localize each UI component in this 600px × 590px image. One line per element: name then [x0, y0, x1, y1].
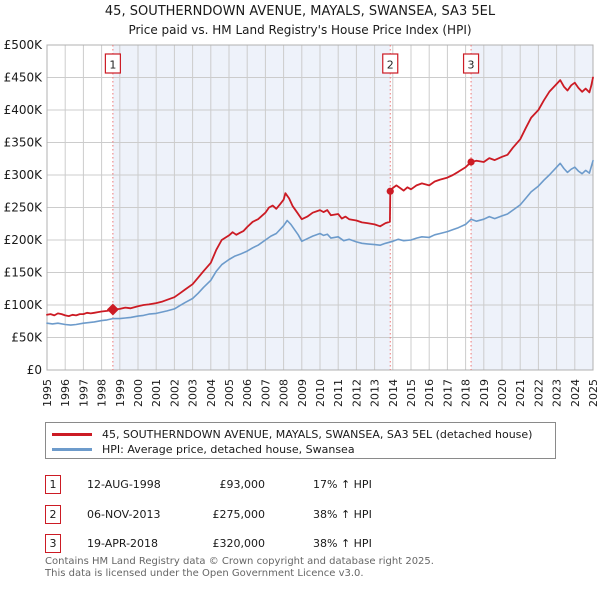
svg-text:£400K: £400K	[4, 103, 44, 117]
sale-row-3: 3 19-APR-2018 £320,000 38% ↑ HPI	[45, 534, 565, 554]
svg-text:1999: 1999	[114, 379, 127, 407]
sale-number-badge: 3	[45, 534, 61, 553]
svg-text:2024: 2024	[569, 379, 582, 407]
svg-text:2000: 2000	[132, 379, 145, 407]
svg-text:2025: 2025	[587, 379, 600, 407]
legend-item-hpi: HPI: Average price, detached house, Swan…	[52, 442, 555, 457]
svg-text:£500K: £500K	[4, 38, 44, 52]
sale-price: £93,000	[219, 478, 266, 491]
svg-text:2010: 2010	[314, 379, 327, 407]
sale-date: 06-NOV-2013	[87, 508, 161, 521]
svg-text:2001: 2001	[150, 379, 163, 407]
svg-text:2011: 2011	[332, 379, 345, 407]
svg-text:£300K: £300K	[4, 168, 44, 182]
svg-text:2021: 2021	[514, 379, 527, 407]
svg-text:£100K: £100K	[4, 298, 44, 312]
svg-text:2016: 2016	[423, 379, 436, 407]
svg-text:2: 2	[387, 59, 394, 72]
sale-hpi-change: 38% ↑ HPI	[313, 508, 372, 521]
svg-text:£350K: £350K	[4, 136, 44, 150]
svg-text:2020: 2020	[496, 379, 509, 407]
svg-text:2002: 2002	[168, 379, 181, 407]
svg-text:3: 3	[468, 59, 475, 72]
svg-text:2009: 2009	[296, 379, 309, 407]
property-series-line-swatch	[52, 433, 92, 436]
page-title: 45, SOUTHERNDOWN AVENUE, MAYALS, SWANSEA…	[104, 4, 496, 19]
svg-text:2014: 2014	[387, 379, 400, 407]
svg-text:2005: 2005	[223, 379, 236, 407]
svg-text:£250K: £250K	[4, 201, 44, 215]
svg-text:2008: 2008	[278, 379, 291, 407]
footer-line-2: This data is licensed under the Open Gov…	[45, 567, 364, 579]
svg-text:2007: 2007	[259, 379, 272, 407]
chart-legend: 45, SOUTHERNDOWN AVENUE, MAYALS, SWANSEA…	[45, 422, 556, 459]
svg-text:£150K: £150K	[4, 266, 44, 280]
svg-text:1: 1	[109, 59, 116, 72]
license-footer: Contains HM Land Registry data © Crown c…	[45, 556, 434, 579]
sale-date: 19-APR-2018	[87, 537, 159, 550]
svg-text:2019: 2019	[478, 379, 491, 407]
hpi-series-line-swatch	[52, 448, 92, 451]
legend-label: 45, SOUTHERNDOWN AVENUE, MAYALS, SWANSEA…	[102, 428, 533, 441]
sale-price: £320,000	[212, 537, 266, 550]
sale-number-badge: 1	[45, 475, 61, 494]
svg-text:2006: 2006	[241, 379, 254, 407]
sale-number-badge: 2	[45, 505, 61, 524]
svg-text:£0: £0	[27, 363, 42, 377]
sale-hpi-change: 38% ↑ HPI	[313, 537, 372, 550]
svg-text:£50K: £50K	[11, 331, 43, 345]
svg-text:1996: 1996	[59, 379, 72, 407]
svg-text:2018: 2018	[460, 379, 473, 407]
page-subtitle: Price paid vs. HM Land Registry's House …	[128, 23, 472, 37]
svg-text:2003: 2003	[187, 379, 200, 407]
svg-text:2023: 2023	[551, 379, 564, 407]
svg-text:2017: 2017	[441, 379, 454, 407]
svg-text:£450K: £450K	[4, 71, 44, 85]
sale-price: £275,000	[212, 508, 266, 521]
legend-item-property: 45, SOUTHERNDOWN AVENUE, MAYALS, SWANSEA…	[52, 427, 555, 442]
svg-text:2012: 2012	[350, 379, 363, 407]
sale-row-2: 2 06-NOV-2013 £275,000 38% ↑ HPI	[45, 505, 565, 525]
svg-text:1997: 1997	[77, 379, 90, 407]
sale-date: 12-AUG-1998	[87, 478, 161, 491]
svg-text:2013: 2013	[369, 379, 382, 407]
svg-text:1995: 1995	[41, 379, 54, 407]
footer-line-1: Contains HM Land Registry data © Crown c…	[45, 556, 434, 567]
sale-hpi-change: 17% ↑ HPI	[313, 478, 372, 491]
svg-text:2015: 2015	[405, 379, 418, 407]
price-history-chart: 1 2 3 £500K £450K £400K £350K £300K £250K £200K £1…	[4, 38, 600, 407]
svg-text:£200K: £200K	[4, 233, 44, 247]
svg-text:1998: 1998	[96, 379, 109, 407]
legend-label: HPI: Average price, detached house, Swan…	[102, 443, 355, 456]
svg-text:2004: 2004	[205, 379, 218, 407]
sale-row-1: 1 12-AUG-1998 £93,000 17% ↑ HPI	[45, 475, 565, 495]
svg-text:2022: 2022	[532, 379, 545, 407]
